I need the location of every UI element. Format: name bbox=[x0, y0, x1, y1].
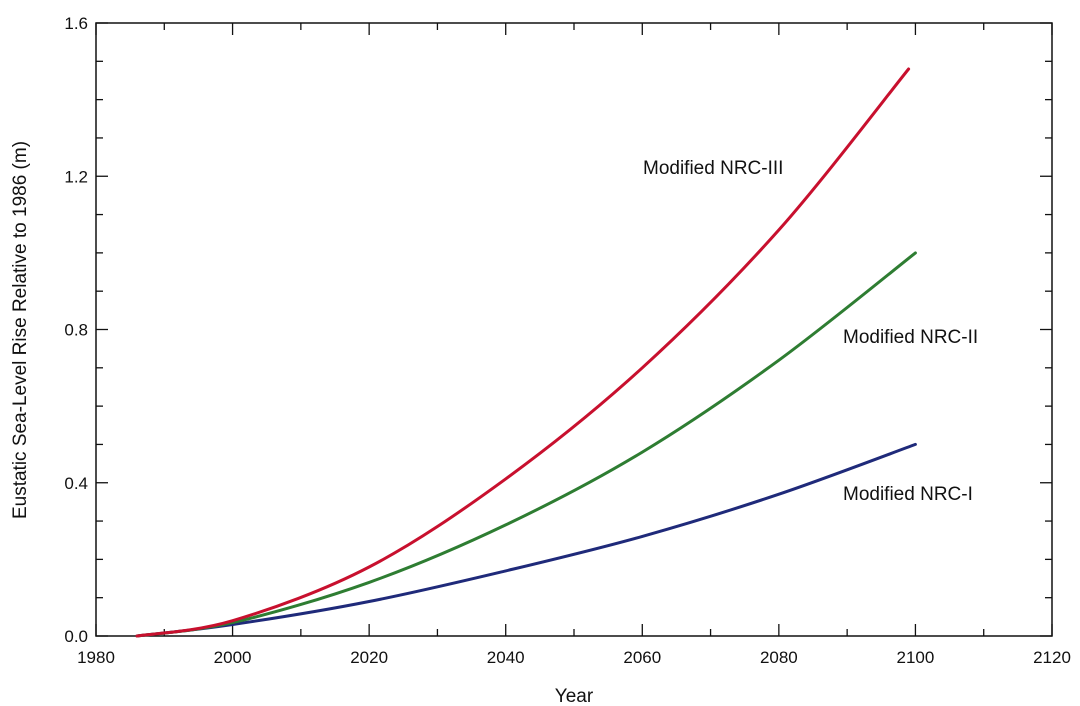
series-label: Modified NRC-III bbox=[643, 158, 783, 179]
y-tick-label: 1.2 bbox=[64, 167, 88, 186]
series-line bbox=[135, 67, 911, 638]
x-tick-label: 2080 bbox=[760, 648, 798, 667]
axis-tick-labels: 1980 2000 2020 2040 2060 2080 2100 2120 0.0 0.4 0.… bbox=[64, 14, 1071, 667]
x-tick-label: 2100 bbox=[897, 648, 935, 667]
y-tick-label: 1.6 bbox=[64, 14, 88, 33]
series-label: Modified NRC-I bbox=[843, 484, 973, 505]
x-axis-title: Year bbox=[555, 686, 594, 706]
series-lines bbox=[135, 67, 917, 638]
series-label: Modified NRC-II bbox=[843, 327, 978, 348]
y-tick-label: 0.0 bbox=[64, 627, 88, 646]
series-line bbox=[135, 251, 917, 638]
x-tick-label: 1980 bbox=[77, 648, 115, 667]
y-tick-label: 0.8 bbox=[64, 321, 88, 340]
x-tick-label: 2060 bbox=[623, 648, 661, 667]
series-labels: Modified NRC-I Modified NRC-II Modified NR… bbox=[643, 158, 978, 505]
x-tick-label: 2120 bbox=[1033, 648, 1071, 667]
y-tick-label: 0.4 bbox=[64, 474, 88, 493]
axis-ticks bbox=[95, 22, 1053, 637]
x-tick-label: 2000 bbox=[214, 648, 252, 667]
x-tick-label: 2020 bbox=[350, 648, 388, 667]
y-axis-title: Eustatic Sea-Level Rise Relative to 1986… bbox=[10, 141, 31, 519]
x-tick-label: 2040 bbox=[487, 648, 525, 667]
series-line bbox=[135, 442, 917, 638]
